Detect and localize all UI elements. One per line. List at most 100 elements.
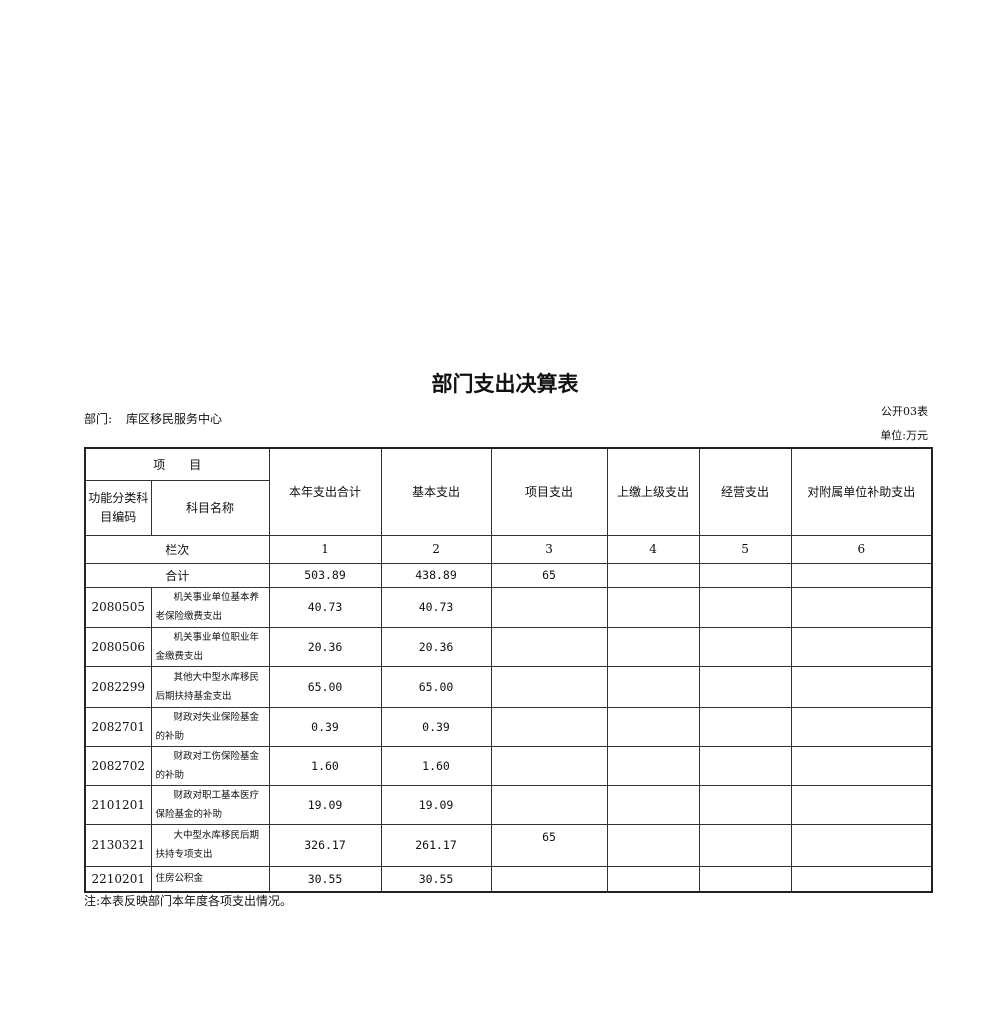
total-row-label: 合计	[84, 562, 270, 588]
table-row: 2080505 机关事业单位基本养 老保险缴费支出 40.73 40.73	[84, 586, 933, 628]
subject-name: 财政对失业保险基金的补助	[150, 706, 270, 747]
function-code: 2130321	[84, 823, 152, 867]
subject-name-line2: 老保险缴费支出	[155, 611, 223, 622]
subject-name-line1: 住房公积金	[155, 873, 204, 885]
subject-name-line2: 的补助	[155, 769, 185, 781]
department-label: 部门:	[84, 412, 113, 426]
header-basic: 基本支出	[380, 447, 492, 536]
total-amount: 40.73	[268, 586, 382, 628]
upper-amount	[606, 706, 700, 747]
column-num: 4	[606, 534, 700, 564]
upper-amount	[606, 665, 700, 708]
department: 部门: 库区移民服务中心	[84, 410, 236, 427]
table-row: 2210201 住房公积金 30.55 30.55	[84, 865, 933, 893]
subject-name: 其他大中型水库移民后期扶持基金支出	[150, 665, 270, 708]
subject-name-line1: 其他大中型水库移民	[173, 671, 260, 683]
column-row-label: 栏次	[84, 534, 270, 564]
upper-amount	[606, 823, 700, 867]
header-subsidiary: 对附属单位补助支出	[790, 447, 933, 536]
subject-name: 机关事业单位基本养老保险缴费支出	[150, 586, 270, 628]
business-amount	[698, 784, 792, 825]
subsidiary-amount	[790, 823, 933, 867]
total-business	[698, 562, 792, 588]
subject-name: 住房公积金	[150, 865, 270, 893]
total-amount: 1.60	[268, 745, 382, 786]
business-amount	[698, 823, 792, 867]
business-amount	[698, 626, 792, 667]
function-code: 2101201	[84, 784, 152, 825]
project-amount	[490, 784, 608, 825]
basic-amount: 1.60	[380, 745, 492, 786]
subsidiary-amount	[790, 745, 933, 786]
total-amount: 30.55	[268, 865, 382, 893]
basic-amount: 19.09	[380, 784, 492, 825]
subject-name-line1: 机关事业单位职业年	[173, 631, 260, 643]
upper-amount	[606, 586, 700, 628]
header-item: 项 目	[84, 447, 270, 481]
upper-amount	[606, 626, 700, 667]
column-num: 2	[380, 534, 492, 564]
total-amount: 503.89	[268, 562, 382, 588]
header-upper: 上缴上级支出	[606, 447, 700, 536]
column-num: 3	[490, 534, 608, 564]
project-amount: 65	[490, 823, 608, 867]
subject-name-line1: 财政对工伤保险基金	[173, 750, 260, 762]
header-name: 科目名称	[150, 479, 270, 536]
subject-name-line2: 金缴费支出	[155, 650, 204, 662]
subsidiary-amount	[790, 865, 933, 893]
total-amount: 326.17	[268, 823, 382, 867]
header-project: 项目支出	[490, 447, 608, 536]
subject-name-line1: 财政对职工基本医疗	[173, 789, 260, 801]
basic-amount: 30.55	[380, 865, 492, 893]
basic-amount: 0.39	[380, 706, 492, 747]
column-num: 5	[698, 534, 792, 564]
function-code: 2080505	[84, 586, 152, 628]
expenditure-table: 项 目 本年支出合计 基本支出 项目支出 上缴上级支出 经营支出 对附属单位补助…	[84, 447, 934, 893]
table-row: 2101201 财政对职工基本医疗 保险基金的补助 19.09 19.09	[84, 784, 933, 825]
header-total: 本年支出合计	[268, 447, 382, 536]
function-code: 2082702	[84, 745, 152, 786]
business-amount	[698, 665, 792, 708]
total-amount: 0.39	[268, 706, 382, 747]
project-amount	[490, 586, 608, 628]
subject-name-line1: 机关事业单位基本养	[173, 592, 260, 603]
project-amount	[490, 626, 608, 667]
column-num: 1	[268, 534, 382, 564]
function-code: 2210201	[84, 865, 152, 893]
subject-name-line2: 后期扶持基金支出	[155, 690, 232, 702]
column-num: 6	[790, 534, 933, 564]
total-amount: 19.09	[268, 784, 382, 825]
project-amount	[490, 745, 608, 786]
total-amount: 20.36	[268, 626, 382, 667]
function-code: 2080506	[84, 626, 152, 667]
function-code: 2082701	[84, 706, 152, 747]
total-subsidiary	[790, 562, 933, 588]
business-amount	[698, 706, 792, 747]
upper-amount	[606, 784, 700, 825]
subject-name-line1: 财政对失业保险基金	[173, 711, 260, 723]
unit-label: 单位:万元	[880, 429, 928, 442]
subsidiary-amount	[790, 626, 933, 667]
subject-name-line2: 扶持专项支出	[155, 849, 213, 860]
total-basic: 438.89	[380, 562, 492, 588]
project-amount	[490, 665, 608, 708]
form-number: 公开03表	[881, 405, 928, 418]
table-row: 2130321 大中型水库移民后期 扶持专项支出 326.17 261.17 65	[84, 823, 933, 867]
table-row: 2080506 机关事业单位职业年 金缴费支出 20.36 20.36	[84, 626, 933, 667]
project-amount	[490, 706, 608, 747]
page-title: 部门支出决算表	[431, 372, 579, 396]
header-business: 经营支出	[698, 447, 792, 536]
business-amount	[698, 586, 792, 628]
project-amount	[490, 865, 608, 893]
function-code: 2082299	[84, 665, 152, 708]
subsidiary-amount	[790, 784, 933, 825]
subsidiary-amount	[790, 586, 933, 628]
subject-name: 财政对职工基本医疗保险基金的补助	[150, 784, 270, 825]
basic-amount: 261.17	[380, 823, 492, 867]
subject-name-line2: 保险基金的补助	[155, 808, 223, 820]
total-upper	[606, 562, 700, 588]
subject-name: 大中型水库移民后期 扶持专项支出	[150, 823, 270, 867]
subsidiary-amount	[790, 706, 933, 747]
subject-name-line2: 的补助	[155, 730, 185, 742]
table-row: 2082701 财政对失业保险基金 的补助 0.39 0.39	[84, 706, 933, 747]
